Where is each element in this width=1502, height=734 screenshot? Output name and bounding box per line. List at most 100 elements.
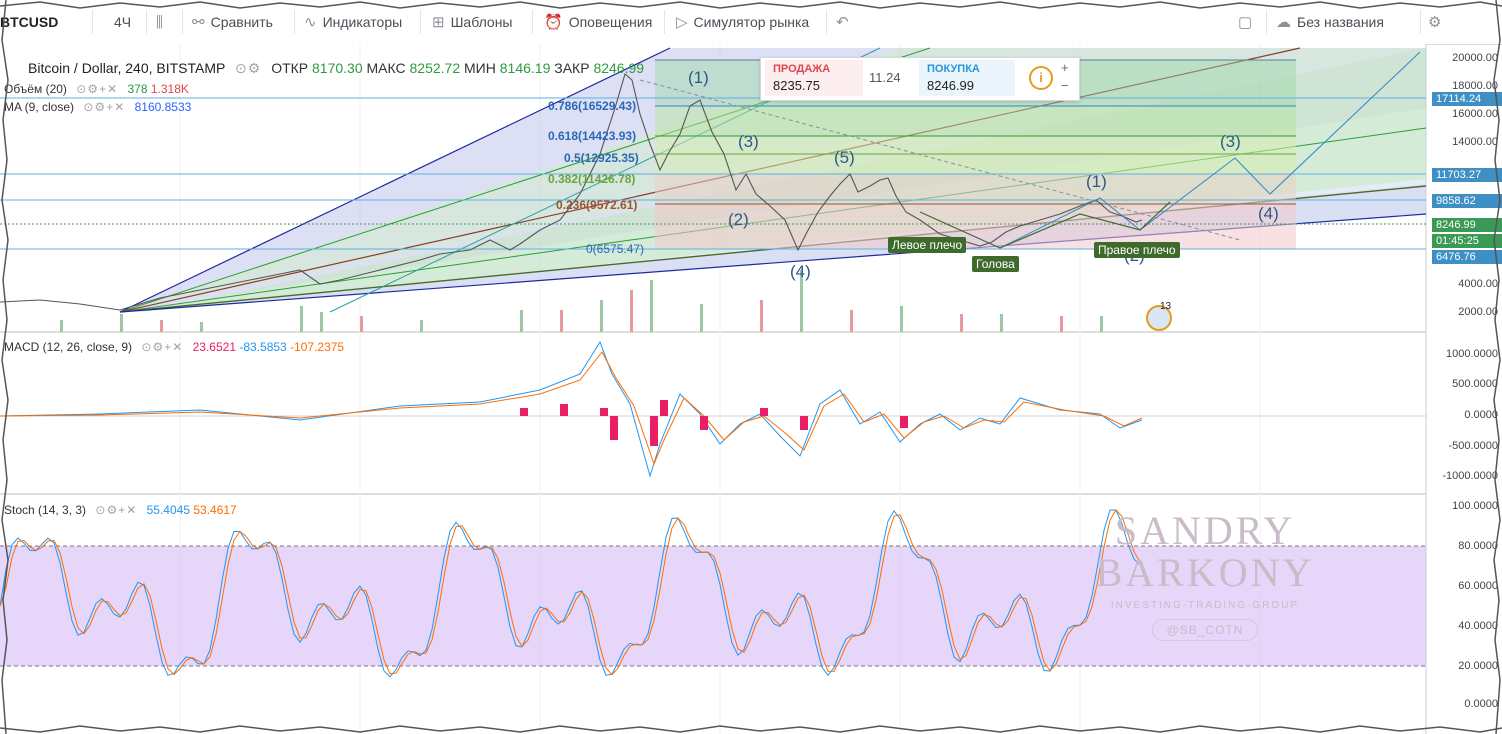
square-icon: ▢ xyxy=(1238,14,1253,31)
stoch-k-value: 55.4045 xyxy=(146,503,190,517)
minus-button[interactable]: − xyxy=(1061,78,1069,93)
macd-hist-value: 23.6521 xyxy=(192,340,236,354)
toolbar-divider xyxy=(1420,10,1421,34)
macd-name: MACD (12, 26, close, 9) xyxy=(4,340,133,354)
price-axis-label: 9858.62 xyxy=(1432,194,1502,208)
wave-projection[interactable] xyxy=(999,51,1421,249)
legend-buttons[interactable]: ⊙⚙+✕ xyxy=(141,340,184,354)
fib-label: 0.5(12925.35) xyxy=(564,151,639,165)
indicators-button[interactable]: ∿ Индикаторы xyxy=(304,8,402,36)
legend-buttons[interactable]: ⊙⚙+✕ xyxy=(83,100,126,114)
legend-buttons[interactable]: ⊙⚙+✕ xyxy=(76,82,119,96)
layout-name-label: Без названия xyxy=(1297,14,1384,30)
legend-buttons[interactable]: ⊙⚙ xyxy=(235,60,262,76)
wave-label: (5) xyxy=(834,148,855,167)
settings-button[interactable]: ⚙ xyxy=(1428,8,1447,36)
compare-icon: ⚯ xyxy=(192,14,205,31)
fib-label: 0(6575.47) xyxy=(586,242,645,256)
compare-button[interactable]: ⚯ Сравнить xyxy=(192,8,273,36)
macd-signal[interactable] xyxy=(0,351,1143,466)
price-tick: 14000.00 xyxy=(1452,136,1498,148)
buy-label: ПОКУПКА xyxy=(927,63,980,75)
stoch-legend[interactable]: Stoch (14, 3, 3) ⊙⚙+✕ 55.4045 53.4617 xyxy=(4,503,237,517)
stoch-tick: 20.0000 xyxy=(1458,660,1498,672)
layout-name-button[interactable]: ☁ Без названия xyxy=(1276,8,1384,36)
indicators-label: Индикаторы xyxy=(322,14,403,30)
wave-label: (3) xyxy=(1220,132,1241,151)
templates-button[interactable]: ⊞ Шаблоны xyxy=(432,8,513,36)
volume-legend[interactable]: Объём (20) ⊙⚙+✕ 378 1.318K xyxy=(4,82,189,96)
info-icon[interactable]: i xyxy=(1029,66,1053,90)
stoch-tick: 100.0000 xyxy=(1452,500,1498,512)
stoch-band xyxy=(0,546,1426,666)
symbol-title: Bitcoin / Dollar, 240, BITSTAMP xyxy=(28,60,226,76)
chart-canvas[interactable] xyxy=(0,44,1502,734)
macd-line[interactable] xyxy=(0,340,1143,478)
watermark-line: SANDRY xyxy=(1114,508,1296,553)
high-value: 8252.72 xyxy=(409,60,461,76)
economic-events-icon[interactable] xyxy=(1146,305,1172,331)
trend-line[interactable] xyxy=(639,79,1241,241)
high-label: МАКС xyxy=(366,60,406,76)
right-shoulder-tag[interactable]: Правое плечо xyxy=(1094,242,1180,258)
trade-widget: ПРОДАЖА 8235.75 11.24 ПОКУПКА 8246.99 i … xyxy=(760,57,1080,101)
undo-button[interactable]: ↶ xyxy=(836,8,855,36)
price-tick: 16000.00 xyxy=(1452,108,1498,120)
buy-button[interactable]: ПОКУПКА 8246.99 xyxy=(919,60,1015,96)
price-axis-label: 17114.24 xyxy=(1432,92,1502,106)
head-tag[interactable]: Голова xyxy=(972,256,1019,272)
top-toolbar: BTCUSD 4Ч ⫼ ⚯ Сравнить ∿ Индикаторы ⊞ Шабло… xyxy=(0,0,1502,45)
macd-legend[interactable]: MACD (12, 26, close, 9) ⊙⚙+✕ 23.6521 -83… xyxy=(4,340,344,354)
stoch-d-line[interactable] xyxy=(0,509,1141,676)
spread-value: 11.24 xyxy=(869,70,901,85)
price-axis-label: 11703.27 xyxy=(1432,168,1502,182)
price-series[interactable] xyxy=(0,73,1143,311)
plus-button[interactable]: + xyxy=(1061,60,1069,75)
gear-icon: ⚙ xyxy=(1428,14,1442,31)
fullscreen-button[interactable]: ▢ xyxy=(1238,8,1258,36)
alerts-button[interactable]: ⏰ Оповещения xyxy=(544,8,652,36)
toolbar-divider xyxy=(1266,10,1267,34)
macd-tick: 500.0000 xyxy=(1452,378,1498,390)
pattern-neckline[interactable] xyxy=(919,201,1171,249)
interval-button[interactable]: 4Ч xyxy=(114,14,132,30)
volume-value: 378 xyxy=(127,82,148,96)
fib-label: 0.618(14423.93) xyxy=(548,129,637,143)
templates-icon: ⊞ xyxy=(432,14,445,31)
wave-label: (3) xyxy=(738,132,759,151)
macd-tick: -500.0000 xyxy=(1448,440,1498,452)
open-label: ОТКР xyxy=(271,60,309,76)
macd-value: -83.5853 xyxy=(239,340,287,354)
wave-label: (2) xyxy=(728,210,749,229)
fib-label: 0.382(11426.78) xyxy=(548,172,636,186)
sell-button[interactable]: ПРОДАЖА 8235.75 xyxy=(765,60,863,96)
price-axis-label: 6476.76 xyxy=(1432,250,1502,264)
macd-tick: 0.0000 xyxy=(1464,409,1498,421)
price-tick: 18000.00 xyxy=(1452,80,1498,92)
chart-style-button[interactable]: ⫼ xyxy=(156,8,169,36)
price-tick: 2000.00 xyxy=(1458,306,1498,318)
legend-buttons[interactable]: ⊙⚙+✕ xyxy=(95,503,138,517)
toolbar-divider xyxy=(182,10,183,34)
macd-histogram xyxy=(520,400,908,446)
symbol-search[interactable]: BTCUSD xyxy=(0,14,59,30)
low-label: МИН xyxy=(464,60,496,76)
macd-tick: -1000.0000 xyxy=(1442,470,1498,482)
wave-label: (1) xyxy=(688,68,709,87)
macd-tick: 1000.0000 xyxy=(1446,348,1498,360)
stoch-k-line[interactable] xyxy=(0,509,1141,678)
indicators-icon: ∿ xyxy=(304,14,317,31)
stoch-tick: 80.0000 xyxy=(1458,540,1498,552)
cloud-icon: ☁ xyxy=(1276,14,1291,31)
close-value: 8246.99 xyxy=(593,60,645,76)
level-lines[interactable] xyxy=(0,97,1426,250)
main-legend[interactable]: Bitcoin / Dollar, 240, BITSTAMP ⊙⚙ ОТКР … xyxy=(28,60,644,77)
replay-button[interactable]: ▷ Симулятор рынка xyxy=(676,8,809,36)
volume-name: Объём (20) xyxy=(4,82,67,96)
ma-legend[interactable]: MA (9, close) ⊙⚙+✕ 8160.8533 xyxy=(4,100,191,114)
alarm-clock-icon: ⏰ xyxy=(544,14,563,31)
volume-bars xyxy=(60,270,1103,332)
toolbar-divider xyxy=(826,10,827,34)
low-value: 8146.19 xyxy=(499,60,551,76)
left-shoulder-tag[interactable]: Левое плечо xyxy=(888,237,967,253)
